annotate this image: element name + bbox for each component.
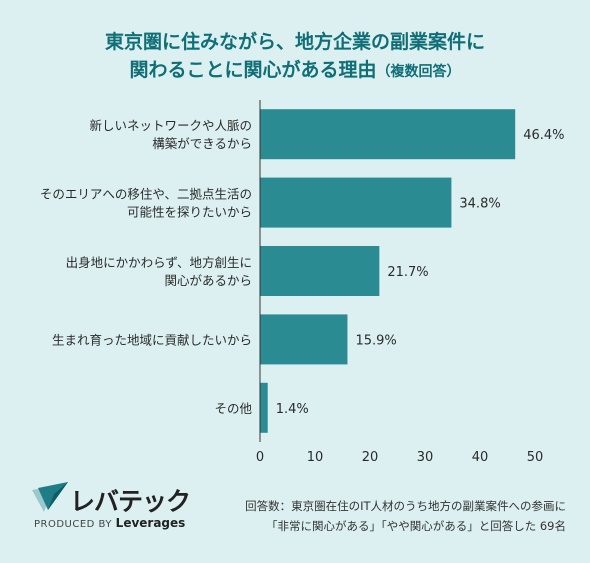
brand-producer: PRODUCED BY Leverages	[34, 516, 185, 530]
company-name: Leverages	[115, 516, 186, 530]
x-tick-label: 40	[472, 450, 489, 465]
bar	[260, 109, 516, 160]
x-tick-label: 30	[417, 450, 434, 465]
data-label: 34.8%	[459, 197, 500, 212]
footnote-line-2: 「非常に関心がある」「やや関心がある」と回答した 69名	[265, 519, 566, 533]
bar	[260, 246, 380, 296]
bar	[260, 382, 268, 433]
brand-logo: レバテック PRODUCED BY Leverages	[30, 480, 200, 530]
bar	[260, 314, 348, 365]
data-label: 21.7%	[387, 265, 428, 280]
produced-by-text: PRODUCED BY	[34, 519, 112, 530]
data-label: 15.9%	[355, 333, 396, 348]
chart-title: 東京圏に住みながら、地方企業の副業案件に 関わることに関心がある理由（複数回答）	[0, 28, 590, 86]
footnote-line-1: 回答数：東京圏在住のIT人材のうち地方の副業案件への参画に	[245, 499, 566, 513]
category-label: 関心があるから	[164, 273, 252, 288]
data-label: 46.4%	[523, 128, 564, 143]
logo-mark-icon	[32, 482, 68, 512]
category-label: その他	[214, 401, 252, 416]
category-label: そのエリアへの移住や、二拠点生活の	[40, 187, 252, 202]
data-label: 1.4%	[276, 402, 309, 417]
title-line-1: 東京圏に住みながら、地方企業の副業案件に	[104, 31, 485, 53]
footnote: 回答数：東京圏在住のIT人材のうち地方の副業案件への参画に 「非常に関心がある」…	[236, 496, 566, 536]
category-label: 新しいネットワークや人脈の	[89, 118, 252, 133]
x-tick-label: 20	[362, 450, 379, 465]
title-line-2: 関わることに関心がある理由（複数回答）	[0, 56, 590, 86]
x-tick-label: 50	[527, 450, 544, 465]
x-tick-label: 0	[256, 450, 264, 465]
title-line-2-main: 関わることに関心がある理由	[129, 59, 377, 81]
brand-name: レバテック	[70, 487, 191, 516]
x-tick-label: 10	[307, 450, 324, 465]
bar	[260, 177, 452, 228]
category-label: 可能性を探りたいから	[127, 205, 252, 220]
category-label: 生まれ育った地域に貢献したいから	[52, 332, 252, 347]
category-label: 出身地にかかわらず、地方創生に	[66, 255, 252, 270]
title-suffix: （複数回答）	[376, 64, 461, 80]
category-label: 構築ができるから	[152, 136, 252, 151]
